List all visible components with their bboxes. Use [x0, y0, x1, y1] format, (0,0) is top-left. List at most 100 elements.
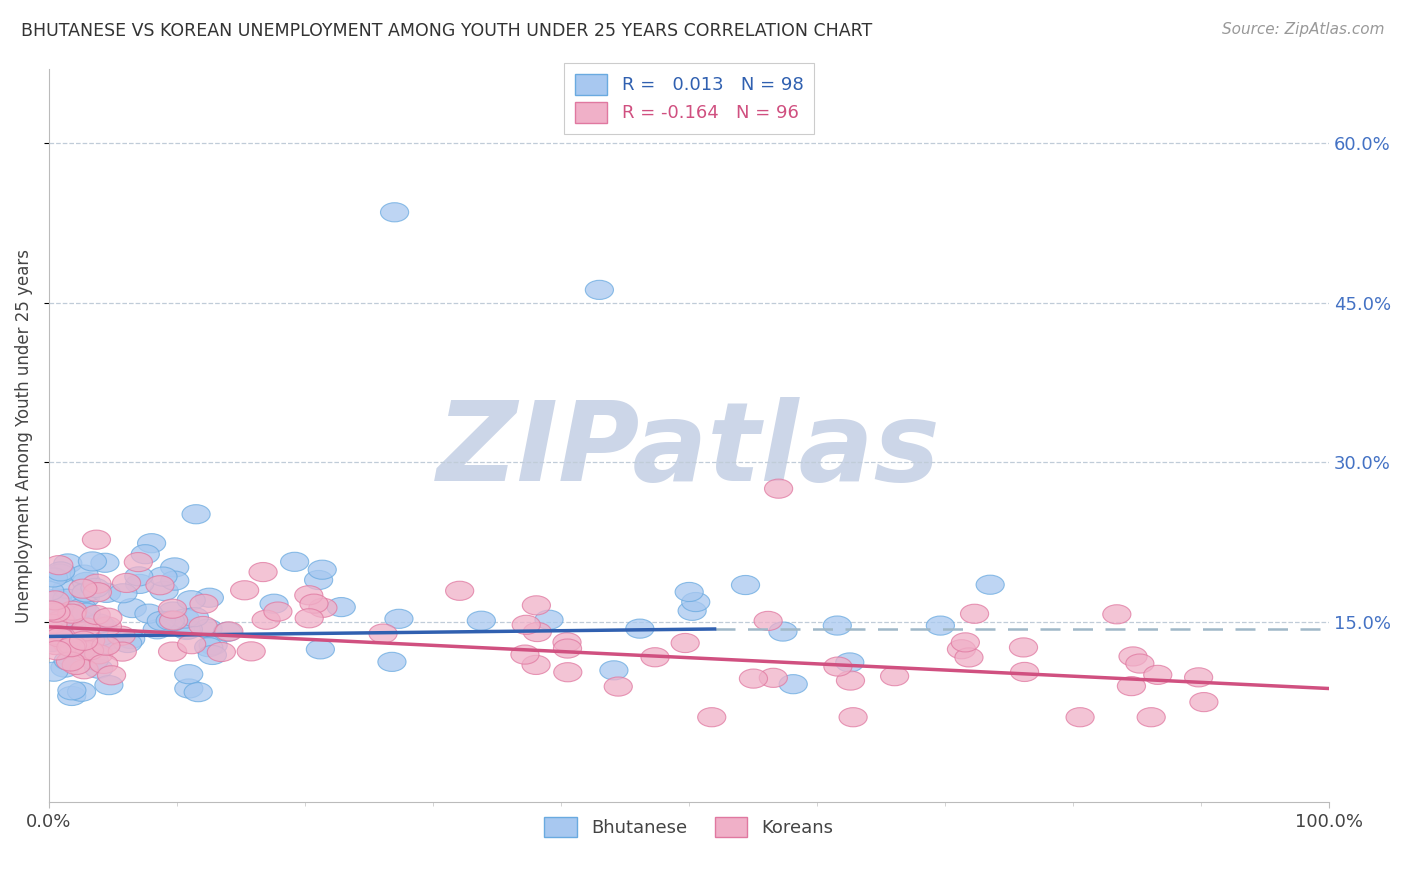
Ellipse shape	[214, 623, 242, 641]
Ellipse shape	[84, 645, 112, 664]
Ellipse shape	[260, 594, 288, 614]
Ellipse shape	[125, 566, 153, 586]
Ellipse shape	[976, 575, 1004, 594]
Ellipse shape	[837, 671, 865, 690]
Ellipse shape	[150, 582, 179, 600]
Ellipse shape	[90, 655, 118, 673]
Ellipse shape	[83, 574, 111, 593]
Ellipse shape	[678, 601, 706, 621]
Ellipse shape	[446, 582, 474, 600]
Text: BHUTANESE VS KOREAN UNEMPLOYMENT AMONG YOUTH UNDER 25 YEARS CORRELATION CHART: BHUTANESE VS KOREAN UNEMPLOYMENT AMONG Y…	[21, 22, 872, 40]
Ellipse shape	[194, 619, 222, 639]
Ellipse shape	[108, 583, 136, 603]
Ellipse shape	[1126, 654, 1154, 673]
Ellipse shape	[467, 611, 495, 631]
Ellipse shape	[1010, 638, 1038, 657]
Ellipse shape	[180, 607, 208, 627]
Ellipse shape	[295, 586, 323, 605]
Ellipse shape	[42, 603, 70, 623]
Ellipse shape	[79, 552, 107, 571]
Ellipse shape	[927, 616, 955, 635]
Ellipse shape	[769, 622, 797, 641]
Ellipse shape	[328, 598, 356, 616]
Ellipse shape	[839, 707, 868, 727]
Ellipse shape	[159, 602, 187, 621]
Ellipse shape	[177, 591, 205, 610]
Ellipse shape	[1184, 668, 1213, 687]
Ellipse shape	[135, 604, 163, 624]
Ellipse shape	[80, 651, 108, 670]
Ellipse shape	[1137, 707, 1166, 727]
Ellipse shape	[56, 638, 84, 657]
Ellipse shape	[554, 663, 582, 681]
Ellipse shape	[1102, 605, 1130, 624]
Ellipse shape	[1119, 647, 1147, 666]
Ellipse shape	[671, 633, 699, 653]
Ellipse shape	[72, 582, 100, 602]
Ellipse shape	[138, 533, 166, 553]
Ellipse shape	[159, 642, 187, 661]
Ellipse shape	[754, 611, 782, 631]
Ellipse shape	[779, 674, 807, 694]
Ellipse shape	[55, 651, 83, 670]
Ellipse shape	[94, 608, 122, 627]
Ellipse shape	[58, 681, 86, 700]
Ellipse shape	[605, 677, 633, 696]
Ellipse shape	[56, 625, 84, 644]
Ellipse shape	[51, 658, 79, 677]
Ellipse shape	[149, 567, 177, 586]
Ellipse shape	[69, 579, 97, 599]
Ellipse shape	[146, 575, 174, 595]
Ellipse shape	[510, 645, 538, 665]
Ellipse shape	[522, 596, 551, 615]
Ellipse shape	[177, 634, 205, 654]
Ellipse shape	[378, 652, 406, 672]
Ellipse shape	[49, 604, 77, 623]
Ellipse shape	[45, 628, 73, 647]
Ellipse shape	[682, 592, 710, 612]
Ellipse shape	[156, 611, 184, 631]
Ellipse shape	[835, 653, 863, 672]
Ellipse shape	[35, 582, 63, 600]
Y-axis label: Unemployment Among Youth under 25 years: Unemployment Among Youth under 25 years	[15, 249, 32, 623]
Ellipse shape	[52, 579, 80, 599]
Ellipse shape	[83, 582, 111, 602]
Ellipse shape	[184, 682, 212, 702]
Ellipse shape	[58, 604, 86, 624]
Ellipse shape	[56, 625, 84, 645]
Ellipse shape	[195, 588, 224, 607]
Ellipse shape	[626, 619, 654, 638]
Ellipse shape	[56, 652, 84, 671]
Ellipse shape	[740, 669, 768, 688]
Ellipse shape	[131, 545, 159, 564]
Ellipse shape	[72, 589, 100, 607]
Ellipse shape	[181, 505, 209, 524]
Ellipse shape	[124, 552, 152, 572]
Ellipse shape	[67, 640, 96, 660]
Ellipse shape	[960, 604, 988, 624]
Ellipse shape	[94, 675, 122, 695]
Ellipse shape	[215, 622, 243, 641]
Ellipse shape	[44, 625, 72, 645]
Ellipse shape	[823, 616, 852, 635]
Ellipse shape	[174, 665, 202, 684]
Ellipse shape	[82, 606, 110, 624]
Ellipse shape	[86, 614, 114, 633]
Ellipse shape	[1118, 676, 1146, 696]
Ellipse shape	[307, 640, 335, 659]
Ellipse shape	[70, 660, 98, 679]
Ellipse shape	[59, 601, 87, 620]
Ellipse shape	[38, 601, 66, 620]
Ellipse shape	[83, 530, 111, 549]
Ellipse shape	[38, 632, 66, 651]
Ellipse shape	[93, 583, 121, 602]
Ellipse shape	[91, 635, 120, 654]
Ellipse shape	[759, 668, 787, 688]
Ellipse shape	[308, 560, 336, 579]
Ellipse shape	[697, 707, 725, 727]
Ellipse shape	[207, 642, 235, 662]
Ellipse shape	[86, 627, 114, 646]
Ellipse shape	[1066, 707, 1094, 727]
Ellipse shape	[194, 638, 222, 657]
Ellipse shape	[160, 571, 188, 591]
